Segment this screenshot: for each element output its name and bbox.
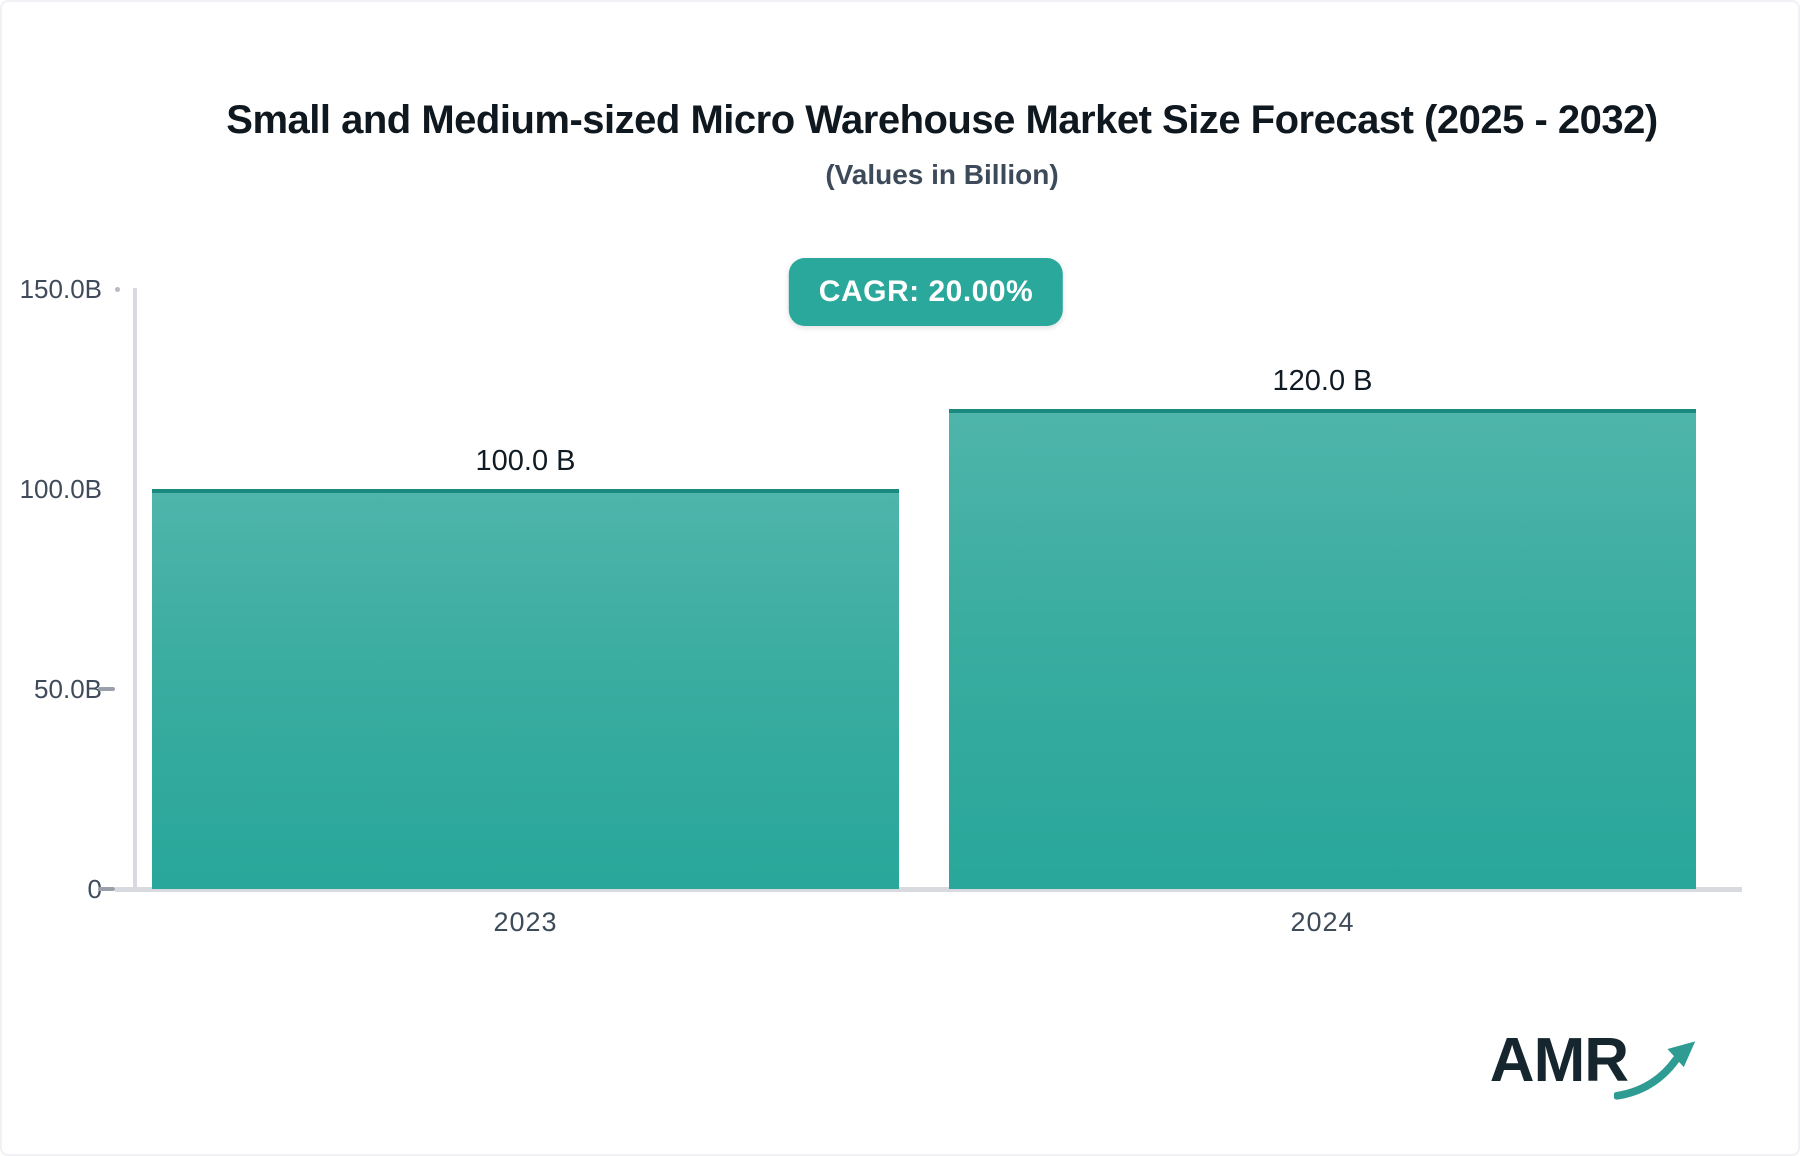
y-axis-tick-label: 50.0B bbox=[34, 674, 102, 704]
y-axis-tick-label: 100.0B bbox=[19, 474, 102, 504]
bar-value-label: 100.0 B bbox=[475, 445, 576, 477]
chart-subtitle: (Values in Billion) bbox=[825, 159, 1059, 190]
y-axis-tick-label: 0 bbox=[87, 874, 102, 904]
chart-header: Small and Medium-sized Micro Warehouse M… bbox=[82, 2, 1798, 190]
y-axis-tick-mark bbox=[98, 887, 115, 891]
y-axis-line bbox=[133, 288, 137, 889]
x-axis-tick-label: 2024 bbox=[1290, 907, 1355, 937]
bar-value-label: 120.0 B bbox=[1272, 365, 1373, 397]
x-axis-baseline bbox=[115, 887, 1742, 892]
y-axis-tick-mark bbox=[98, 687, 115, 691]
bar-2023 bbox=[152, 489, 899, 889]
amr-logo-text: AMR bbox=[1489, 1026, 1629, 1095]
amr-logo: AMR bbox=[1490, 1030, 1700, 1107]
chart-title: Small and Medium-sized Micro Warehouse M… bbox=[226, 98, 1658, 142]
bar-2024 bbox=[949, 409, 1696, 889]
cagr-badge: CAGR: 20.00% bbox=[788, 258, 1064, 326]
x-axis-tick-label: 2023 bbox=[493, 907, 558, 937]
y-axis-tick-mark bbox=[115, 287, 120, 292]
growth-arrow-icon bbox=[1613, 1038, 1700, 1107]
y-axis-tick-label: 150.0B bbox=[19, 274, 102, 304]
